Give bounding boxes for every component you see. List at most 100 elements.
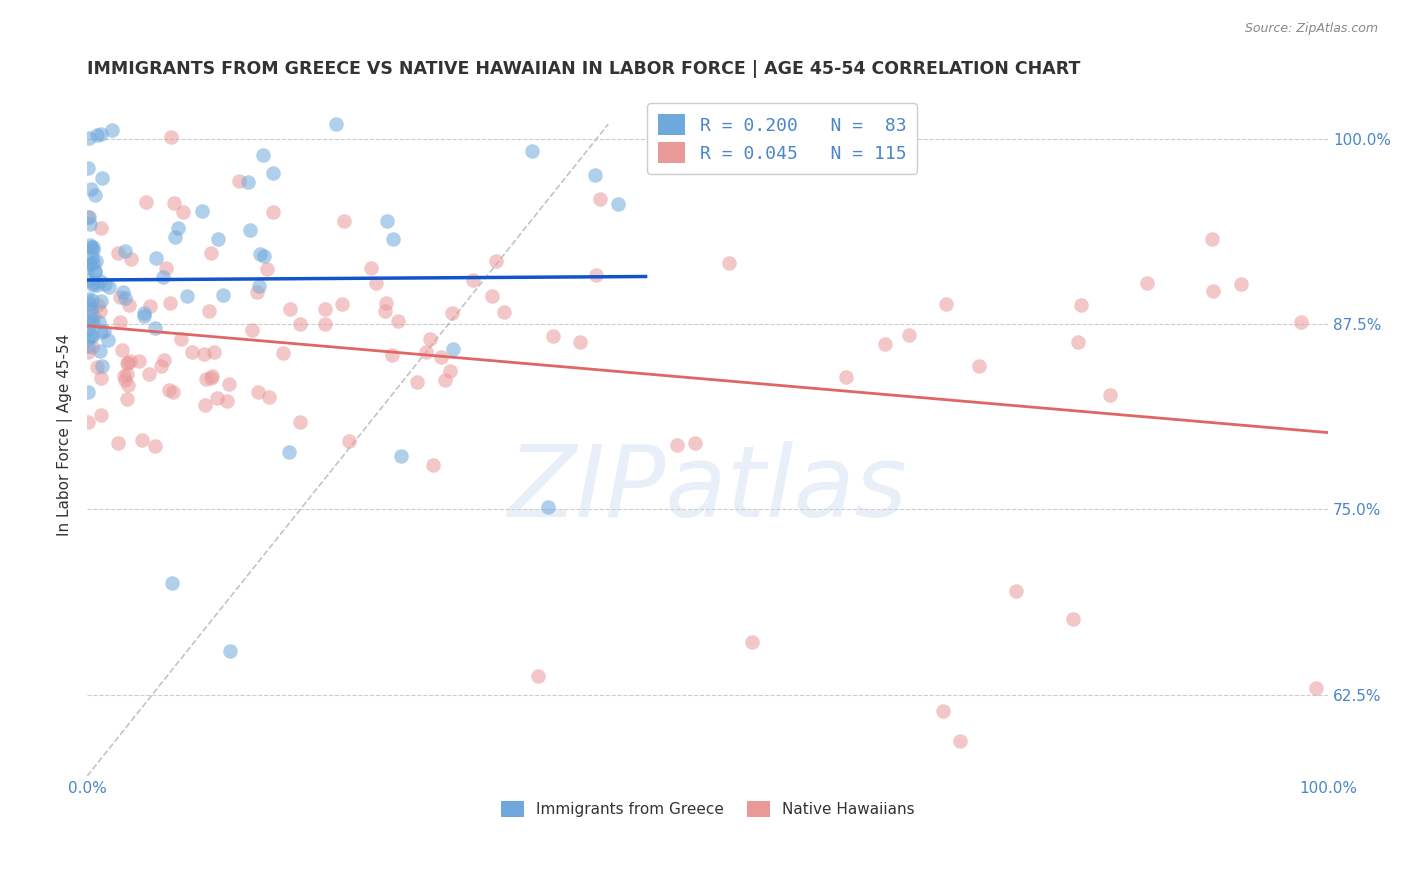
Point (415, 345, 437, 359)
Point (87, 298, 110, 312)
Point (153, 353, 176, 368)
Point (1201, 284, 1223, 298)
Point (162, 384, 184, 399)
Point (332, 297, 354, 311)
Point (218, 644, 240, 658)
Point (80, 329, 103, 343)
Point (84, 253, 107, 268)
Point (160, 575, 183, 590)
Point (441, 306, 464, 320)
Point (389, 449, 412, 463)
Point (77, 296, 100, 310)
Point (80, 182, 103, 196)
Point (83, 188, 105, 202)
Point (135, 194, 157, 209)
Point (665, 438, 688, 452)
Point (374, 304, 396, 318)
Point (90, 220, 112, 235)
Point (683, 436, 706, 450)
Point (82, 243, 104, 257)
Point (492, 304, 515, 318)
Point (1067, 334, 1090, 349)
Point (257, 390, 280, 404)
Point (172, 205, 194, 219)
Point (271, 346, 294, 360)
Text: Source: ZipAtlas.com: Source: ZipAtlas.com (1244, 22, 1378, 36)
Point (86, 128, 108, 143)
Point (89, 315, 111, 329)
Point (79, 304, 101, 318)
Point (82, 314, 104, 328)
Point (419, 333, 441, 347)
Point (520, 144, 543, 158)
Y-axis label: In Labor Force | Age 45-54: In Labor Force | Age 45-54 (58, 334, 73, 536)
Point (114, 373, 136, 387)
Point (290, 415, 312, 429)
Point (194, 372, 217, 386)
Point (228, 174, 250, 188)
Point (131, 433, 153, 447)
Point (132, 306, 155, 320)
Point (249, 247, 271, 261)
Point (82, 256, 104, 270)
Point (337, 434, 360, 448)
Point (381, 348, 404, 362)
Point (77, 322, 100, 336)
Point (1098, 388, 1121, 402)
Point (194, 398, 217, 412)
Point (82, 308, 104, 322)
Point (481, 289, 503, 303)
Point (325, 117, 347, 131)
Point (589, 192, 612, 206)
Point (375, 296, 398, 310)
Point (82, 339, 104, 353)
Point (333, 214, 356, 228)
Point (252, 148, 274, 162)
Point (280, 301, 302, 316)
Point (387, 314, 409, 328)
Point (79, 217, 101, 231)
Point (200, 371, 222, 385)
Point (117, 356, 139, 370)
Point (741, 634, 763, 648)
Point (1004, 584, 1026, 599)
Point (583, 169, 606, 183)
Point (77, 315, 100, 329)
Point (527, 669, 550, 683)
Point (77, 161, 100, 175)
Point (568, 334, 591, 349)
Point (290, 317, 312, 331)
Point (77, 332, 100, 346)
Point (134, 309, 156, 323)
Point (262, 166, 284, 180)
Point (441, 342, 464, 356)
Point (89, 303, 111, 318)
Point (256, 261, 278, 276)
Point (150, 359, 173, 374)
Point (247, 278, 270, 293)
Point (176, 288, 198, 302)
Point (875, 336, 897, 351)
Point (89, 343, 111, 358)
Point (485, 254, 508, 268)
Point (193, 347, 215, 361)
Point (159, 296, 181, 310)
Point (145, 251, 167, 265)
Point (80, 239, 103, 253)
Point (364, 276, 387, 290)
Point (167, 221, 190, 235)
Point (115, 356, 138, 370)
Point (207, 232, 229, 246)
Point (969, 359, 991, 374)
Point (1201, 232, 1223, 246)
Point (98, 280, 121, 294)
Point (262, 204, 284, 219)
Point (163, 230, 186, 244)
Point (201, 369, 224, 384)
Point (211, 288, 233, 302)
Point (77, 210, 100, 224)
Point (143, 321, 166, 335)
Point (422, 458, 444, 472)
Point (143, 439, 166, 453)
Point (114, 244, 136, 259)
